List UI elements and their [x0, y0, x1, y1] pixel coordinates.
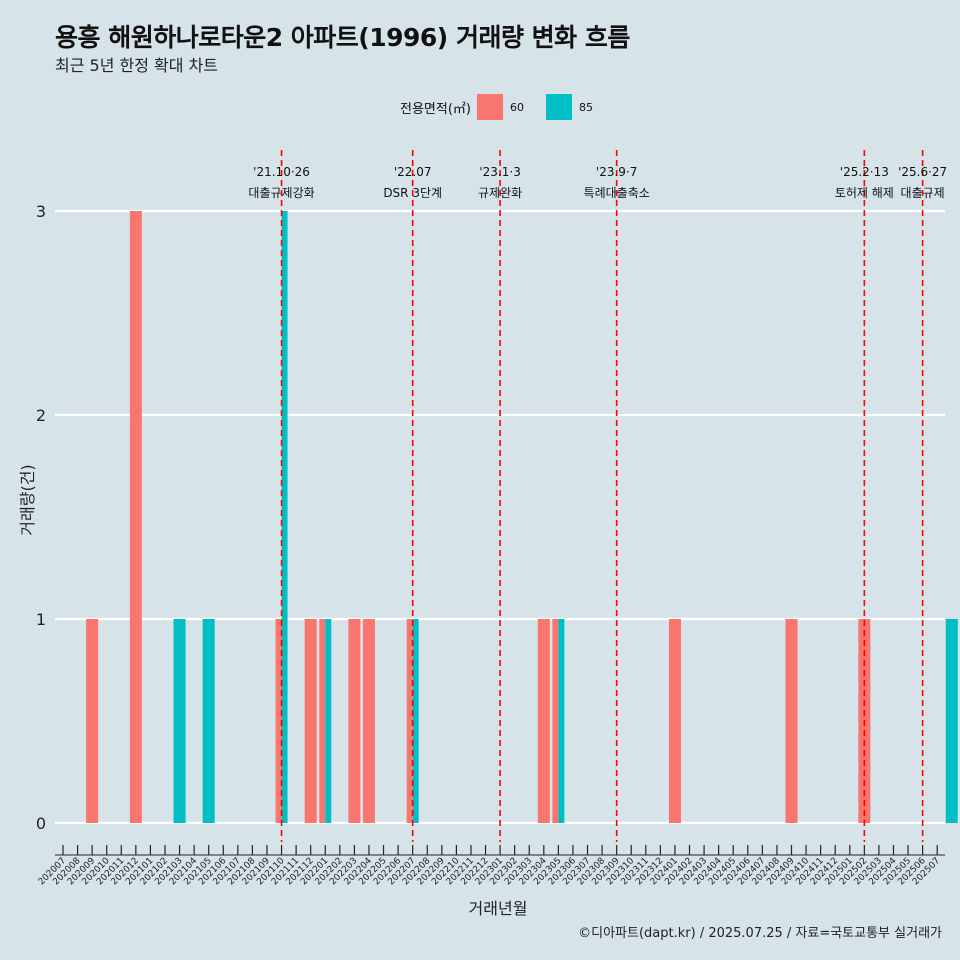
chart-subtitle: 최근 5년 한정 확대 차트 — [55, 56, 219, 75]
event-date: '23.1·3 — [479, 165, 520, 179]
bar-60-202409 — [785, 619, 798, 823]
bar-85-202103 — [173, 619, 186, 823]
event-label: DSR 3단계 — [383, 186, 442, 200]
event-date: '25.6·27 — [898, 165, 947, 179]
bar-85-202508 — [945, 619, 958, 823]
legend-key-60 — [476, 94, 503, 120]
y-tick-label: 0 — [36, 814, 46, 833]
bar-85-202110 — [281, 211, 288, 823]
bar-60-202304 — [537, 619, 550, 823]
bar-60-202112 — [304, 619, 317, 823]
legend-title: 전용면적(㎡) — [400, 101, 471, 117]
event-label: 특례대출축소 — [584, 186, 650, 200]
source-caption: ©디아파트(dapt.kr) / 2025.07.25 / 자료=국토교통부 실… — [578, 926, 942, 941]
event-label: 대출규제 — [901, 186, 945, 200]
y-tick-label: 1 — [36, 610, 46, 629]
legend: 전용면적(㎡) 60 85 — [400, 93, 615, 121]
legend-label-60: 60 — [509, 100, 524, 114]
bar-60-202012 — [129, 211, 142, 823]
bar-60-202305 — [552, 619, 559, 823]
y-axis-title: 거래량(건) — [18, 464, 37, 535]
event-date: '25.2·13 — [840, 165, 889, 179]
event-label: 규제완화 — [478, 186, 522, 200]
y-tick-label: 2 — [36, 406, 46, 425]
event-label: 토허제 해제 — [835, 186, 894, 200]
bar-85-202207 — [412, 619, 419, 823]
legend-key-85 — [545, 94, 572, 120]
bar-60-202201 — [319, 619, 326, 823]
bar-85-202305 — [558, 619, 565, 823]
chart-title: 용흥 해원하나로타운2 아파트(1996) 거래량 변화 흐름 — [55, 23, 630, 52]
legend-label-85: 85 — [578, 100, 593, 114]
bar-60-202207 — [406, 619, 413, 823]
event-label: 대출규제강화 — [248, 186, 314, 200]
bar-85-202105 — [202, 619, 215, 823]
bar-60-202110 — [275, 619, 282, 823]
event-date: '21.10·26 — [253, 165, 310, 179]
x-axis-title: 거래년월 — [469, 899, 528, 918]
event-date: '22.07 — [394, 165, 432, 179]
bar-60-202401 — [668, 619, 681, 823]
bar-60-202204 — [362, 619, 375, 823]
y-tick-label: 3 — [36, 202, 46, 221]
bar-85-202201 — [325, 619, 332, 823]
event-date: '23.9·7 — [596, 165, 637, 179]
bar-60-202009 — [86, 619, 99, 823]
bar-60-202203 — [348, 619, 361, 823]
